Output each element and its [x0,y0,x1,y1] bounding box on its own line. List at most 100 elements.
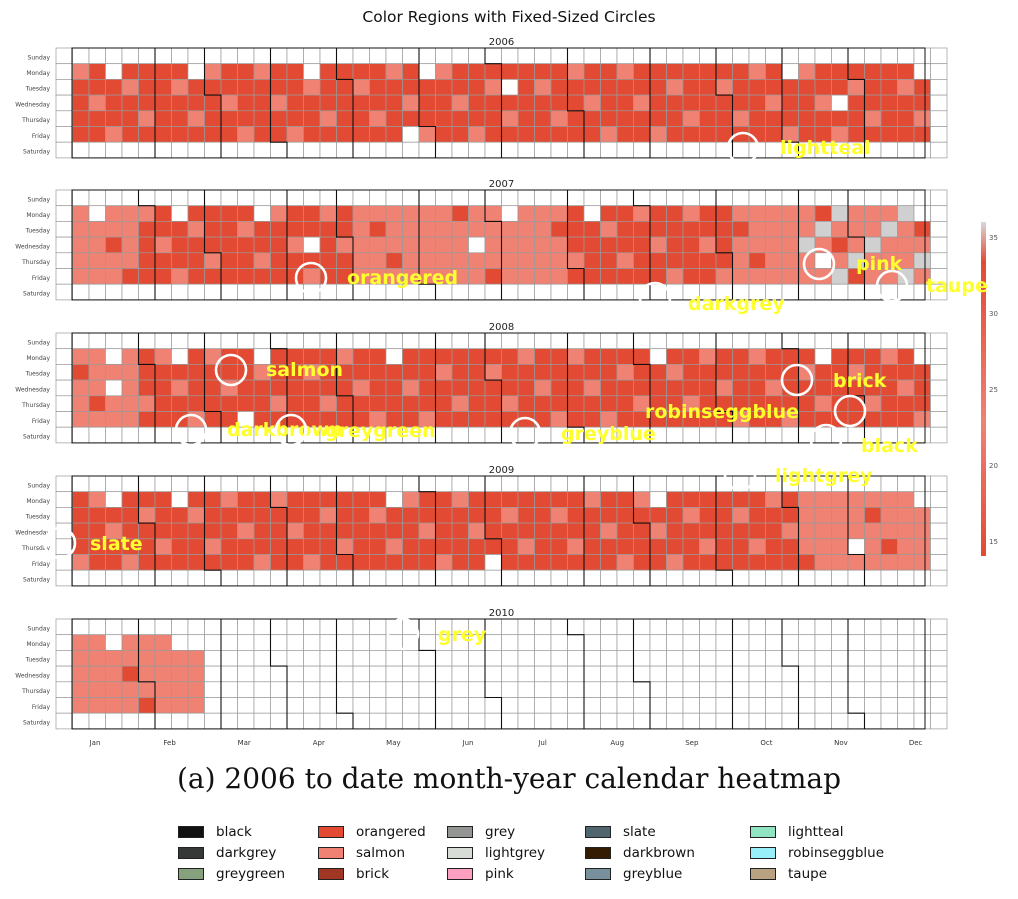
day-cell [154,141,172,159]
day-cell [880,411,898,428]
day-cell [286,332,304,350]
day-cell [418,681,436,698]
day-cell [72,712,90,730]
day-cell [319,712,337,730]
day-cell [864,332,882,350]
day-cell [138,569,156,587]
day-cell [913,681,931,698]
day-cell [237,205,255,222]
day-cell [583,110,601,127]
day-cell [385,205,403,222]
day-cell [138,268,156,285]
day-cell [138,634,156,651]
day-cell [781,538,799,555]
month-boundary [137,476,156,586]
day-cell [814,47,832,65]
day-cell [303,110,321,127]
day-cell [270,236,288,254]
day-cell [649,681,667,698]
day-cell [682,681,700,698]
day-cell [633,507,651,524]
day-cell [798,569,816,587]
day-cell [798,47,816,65]
day-cell [534,110,552,127]
day-cell [336,475,354,493]
day-cell [699,665,717,683]
day-cell [732,236,750,254]
day-cell [468,126,486,143]
region-label: grey [438,624,487,646]
day-cell [303,634,321,651]
region-label: taupe [926,275,988,297]
day-cell [517,141,535,159]
day-cell [666,650,684,667]
day-cell [666,332,684,350]
day-cell [501,681,519,698]
day-cell [633,236,651,254]
legend-swatch [318,868,344,880]
day-cell [55,491,73,508]
day-cell [798,538,816,555]
day-cell [138,189,156,207]
day-cell [319,47,337,65]
day-cell [336,569,354,587]
day-cell [72,411,90,428]
day-cell [913,712,931,730]
day-cell [204,252,222,269]
day-cell [880,522,898,540]
cells [55,189,948,301]
day-cell [220,538,238,555]
day-cell [402,110,420,127]
day-cell [138,681,156,698]
region-circle [809,423,843,457]
day-cell [105,141,123,159]
day-cell [550,522,568,540]
day-cell [600,47,618,65]
day-cell [880,79,898,96]
day-cell [649,522,667,540]
day-cell [567,364,585,381]
day-cell [831,63,849,80]
day-label: Monday [26,498,50,505]
day-cell [88,79,106,96]
day-cell [732,348,750,365]
day-cell [204,507,222,524]
day-cell [897,712,915,730]
day-cell [286,126,304,143]
day-cell [600,94,618,112]
day-cell [847,348,865,365]
day-cell [666,268,684,285]
day-cell [435,364,453,381]
day-cell [105,47,123,65]
day-cell [550,554,568,571]
day-cell [237,618,255,636]
day-cell [930,79,948,96]
day-cell [303,650,321,667]
day-cell [72,47,90,65]
day-cell [286,569,304,587]
day-cell [814,522,832,540]
legend-item: greygreen [178,864,285,884]
day-cell [88,126,106,143]
day-cell [154,681,172,698]
day-cell [765,379,783,397]
day-cell [418,79,436,96]
day-cell [600,538,618,555]
day-cell [550,94,568,112]
day-cell [204,650,222,667]
day-cell [385,650,403,667]
day-cell [286,94,304,112]
day-cell [765,94,783,112]
day-cell [913,126,931,143]
day-cell [204,538,222,555]
legend-item: slate [585,822,656,842]
legend-swatch [585,847,611,859]
day-cell [286,618,304,636]
day-cell [732,221,750,238]
day-cell [402,47,420,65]
day-cell [418,634,436,651]
day-cell [880,665,898,683]
day-cell [187,283,205,301]
day-cell [138,697,156,714]
day-cell [649,475,667,493]
